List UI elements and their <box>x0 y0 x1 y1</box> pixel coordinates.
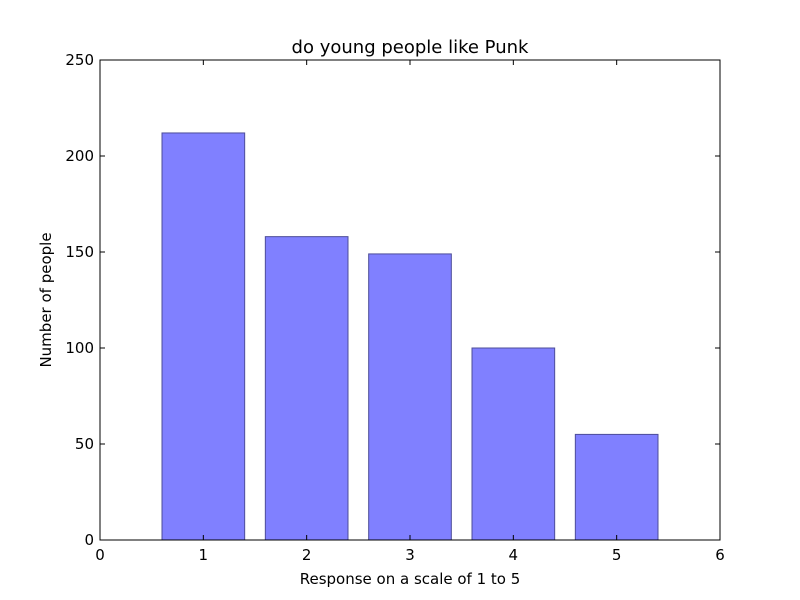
x-tick-label-4: 4 <box>509 546 519 564</box>
x-tick-label-1: 1 <box>199 546 209 564</box>
y-tick-label-100: 100 <box>65 339 94 357</box>
x-tick-label-6: 6 <box>715 546 725 564</box>
y-tick-label-0: 0 <box>84 531 94 549</box>
y-tick-label-250: 250 <box>65 51 94 69</box>
y-tick-label-150: 150 <box>65 243 94 261</box>
y-tick-label-50: 50 <box>75 435 94 453</box>
x-tick-label-2: 2 <box>302 546 312 564</box>
bar-5 <box>574 433 659 541</box>
x-axis-label: Response on a scale of 1 to 5 <box>300 570 521 588</box>
bar-2 <box>264 236 349 541</box>
bars-group <box>161 132 659 541</box>
y-axis-label: Number of people <box>37 232 55 367</box>
x-tick-label-3: 3 <box>405 546 415 564</box>
y-tick-label-200: 200 <box>65 147 94 165</box>
x-tick-label-5: 5 <box>612 546 622 564</box>
axis-ticks-group: 0 1 2 3 4 5 6 0 50 100 150 200 250 <box>65 51 724 564</box>
bar-1 <box>161 132 246 541</box>
x-tick-label-0: 0 <box>95 546 105 564</box>
bar-3 <box>368 253 452 541</box>
bar-4 <box>471 347 556 541</box>
chart-title: do young people like Punk <box>292 37 529 58</box>
